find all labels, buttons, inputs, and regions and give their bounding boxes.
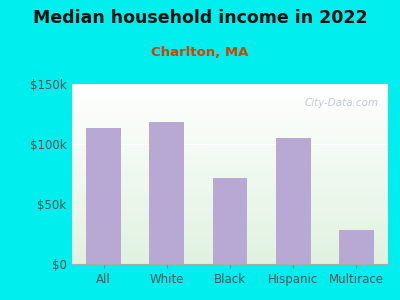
Bar xyxy=(150,122,184,264)
Bar xyxy=(339,230,374,264)
Text: Charlton, MA: Charlton, MA xyxy=(151,46,249,59)
Text: City-Data.com: City-Data.com xyxy=(304,98,378,108)
Bar xyxy=(213,178,247,264)
Text: Median household income in 2022: Median household income in 2022 xyxy=(33,9,367,27)
Bar xyxy=(86,128,121,264)
Bar xyxy=(276,138,310,264)
